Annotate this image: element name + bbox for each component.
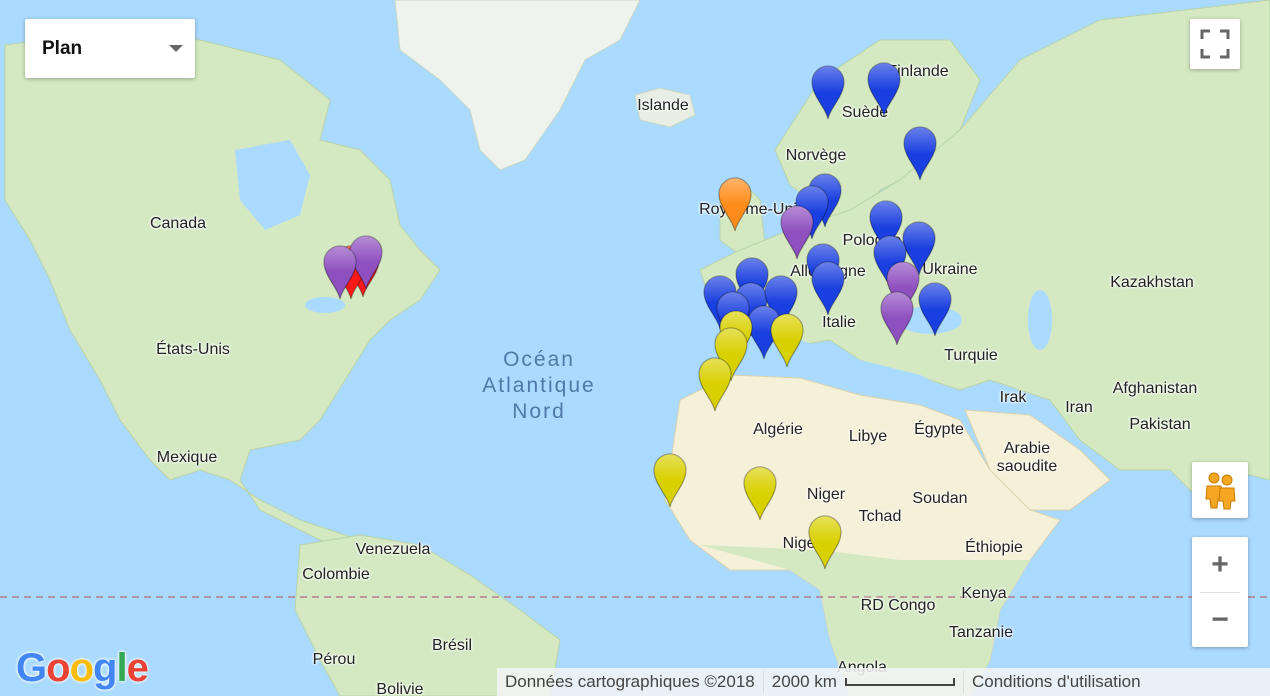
label-tanzanie: Tanzanie [948,624,1014,641]
label-italie: Italie [822,314,856,331]
yellow-map-marker-icon[interactable] [767,310,807,368]
zoom-in-button[interactable]: + [1211,547,1229,581]
map-type-label: Plan [42,37,83,59]
label-kazakhstan: Kazakhstan [1110,274,1194,291]
map-data-attribution[interactable]: Données cartographiques ©2018 [505,672,755,691]
land-south-america [294,534,561,696]
label-pakistan: Pakistan [1129,416,1191,433]
label-finlande: Finlande [887,63,949,80]
land-greenland [394,0,641,171]
ocean-label: Océan Atlantique Nord [482,347,595,425]
terms-link[interactable]: Conditions d'utilisation [971,672,1141,691]
label-ethiopie: Éthiopie [965,539,1023,556]
yellow-map-marker-icon[interactable] [805,512,845,570]
label-norvege: Norvège [785,147,847,164]
scale-label: 2000 km [771,672,837,691]
divider [762,671,764,693]
label-islande: Islande [637,97,689,114]
label-colombie: Colombie [302,566,370,583]
scale-bar [844,678,955,686]
land-north-america [4,29,441,546]
label-egypte: Égypte [914,421,964,438]
blue-map-marker-icon[interactable] [808,62,848,120]
fullscreen-icon [1200,29,1230,59]
scale-control[interactable]: 2000 km [764,672,963,692]
label-kenya: Kenya [961,585,1007,602]
blue-map-marker-icon[interactable] [900,123,940,181]
street-view-button[interactable] [1192,462,1248,518]
purple-map-marker-icon[interactable] [777,202,817,260]
purple-map-marker-icon[interactable] [320,242,360,300]
land-savannah [700,545,1030,696]
purple-map-marker-icon[interactable] [883,258,923,316]
zoom-out-button[interactable]: − [1211,602,1229,636]
land-iceland [634,87,696,128]
attribution-bar: Données cartographiques ©2018 2000 km Co… [497,668,1270,696]
chevron-down-icon [169,45,183,52]
hudson-bay [235,140,310,230]
google-logo[interactable]: Google [16,646,149,690]
blue-map-marker-icon[interactable] [866,197,906,255]
zoom-control: + − [1192,537,1248,647]
blue-map-marker-icon[interactable] [761,272,801,330]
ocean-label-line: Océan [503,348,575,371]
blue-map-marker-icon[interactable] [899,218,939,276]
label-algerie: Algérie [753,421,803,438]
map-type-dropdown[interactable]: Plan [25,19,195,78]
label-ukraine: Ukraine [922,261,978,278]
yellow-map-marker-icon[interactable] [650,450,690,508]
yellow-map-marker-icon[interactable] [711,324,751,382]
label-tchad: Tchad [858,508,902,525]
orange-map-marker-icon[interactable] [715,174,755,232]
label-libye: Libye [848,428,888,445]
label-perou: Pérou [312,651,356,668]
great-lakes [305,297,345,313]
label-afghanistan: Afghanistan [1112,380,1198,397]
ocean-label-line: Nord [512,400,566,423]
blue-map-marker-icon[interactable] [808,258,848,316]
label-venezuela: Venezuela [355,541,431,558]
label-mexique: Mexique [156,449,218,466]
label-irak: Irak [999,389,1027,406]
label-bresil: Brésil [431,637,473,654]
caspian-sea [1028,290,1052,350]
label-soudan: Soudan [912,490,968,507]
purple-map-marker-icon[interactable] [877,288,917,346]
label-iran: Iran [1065,399,1093,416]
label-rd-congo: RD Congo [860,597,936,614]
fullscreen-button[interactable] [1190,19,1240,69]
divider [962,671,964,693]
yellow-map-marker-icon[interactable] [695,354,735,412]
label-suede: Suède [841,104,889,121]
label-etats-unis: États-Unis [156,341,230,358]
blue-map-marker-icon[interactable] [864,59,904,117]
label-niger: Niger [806,486,846,503]
zoom-divider [1200,592,1240,593]
label-canada: Canada [149,215,207,232]
pegman-icon [1205,472,1236,510]
label-arabie: Arabie saoudite [996,440,1058,475]
yellow-map-marker-icon[interactable] [740,463,780,521]
land-arabia [964,409,1111,511]
blue-map-marker-icon[interactable] [915,279,955,337]
ocean-label-line: Atlantique [482,374,596,397]
label-bolivie: Bolivie [376,681,424,696]
label-turquie: Turquie [944,347,998,364]
